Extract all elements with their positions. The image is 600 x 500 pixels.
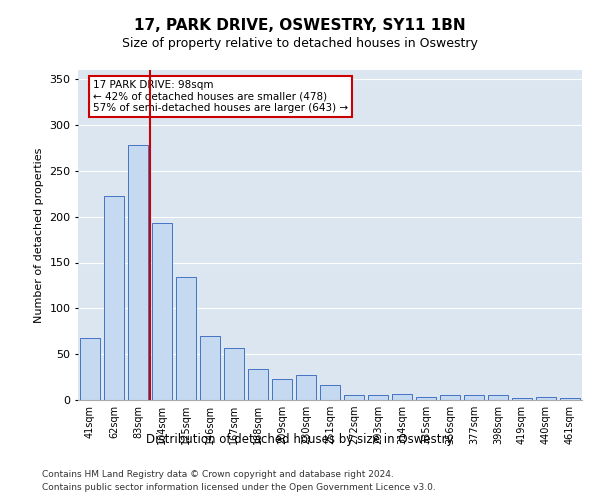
- Text: Distribution of detached houses by size in Oswestry: Distribution of detached houses by size …: [146, 432, 454, 446]
- Text: 17, PARK DRIVE, OSWESTRY, SY11 1BN: 17, PARK DRIVE, OSWESTRY, SY11 1BN: [134, 18, 466, 32]
- Bar: [464, 396, 484, 400]
- Bar: [344, 396, 364, 400]
- Bar: [272, 379, 292, 400]
- Bar: [296, 375, 316, 400]
- Bar: [152, 223, 172, 400]
- Text: Contains public sector information licensed under the Open Government Licence v3: Contains public sector information licen…: [42, 482, 436, 492]
- Bar: [392, 394, 412, 400]
- Bar: [128, 145, 148, 400]
- Bar: [248, 369, 268, 400]
- Bar: [488, 394, 508, 400]
- Bar: [80, 338, 100, 400]
- Bar: [224, 348, 244, 400]
- Bar: [200, 336, 220, 400]
- Bar: [440, 396, 460, 400]
- Bar: [560, 398, 580, 400]
- Bar: [176, 277, 196, 400]
- Bar: [512, 398, 532, 400]
- Bar: [416, 397, 436, 400]
- Bar: [104, 196, 124, 400]
- Bar: [368, 394, 388, 400]
- Bar: [320, 386, 340, 400]
- Text: Size of property relative to detached houses in Oswestry: Size of property relative to detached ho…: [122, 38, 478, 51]
- Bar: [536, 397, 556, 400]
- Text: 17 PARK DRIVE: 98sqm
← 42% of detached houses are smaller (478)
57% of semi-deta: 17 PARK DRIVE: 98sqm ← 42% of detached h…: [93, 80, 348, 113]
- Text: Contains HM Land Registry data © Crown copyright and database right 2024.: Contains HM Land Registry data © Crown c…: [42, 470, 394, 479]
- Y-axis label: Number of detached properties: Number of detached properties: [34, 148, 44, 322]
